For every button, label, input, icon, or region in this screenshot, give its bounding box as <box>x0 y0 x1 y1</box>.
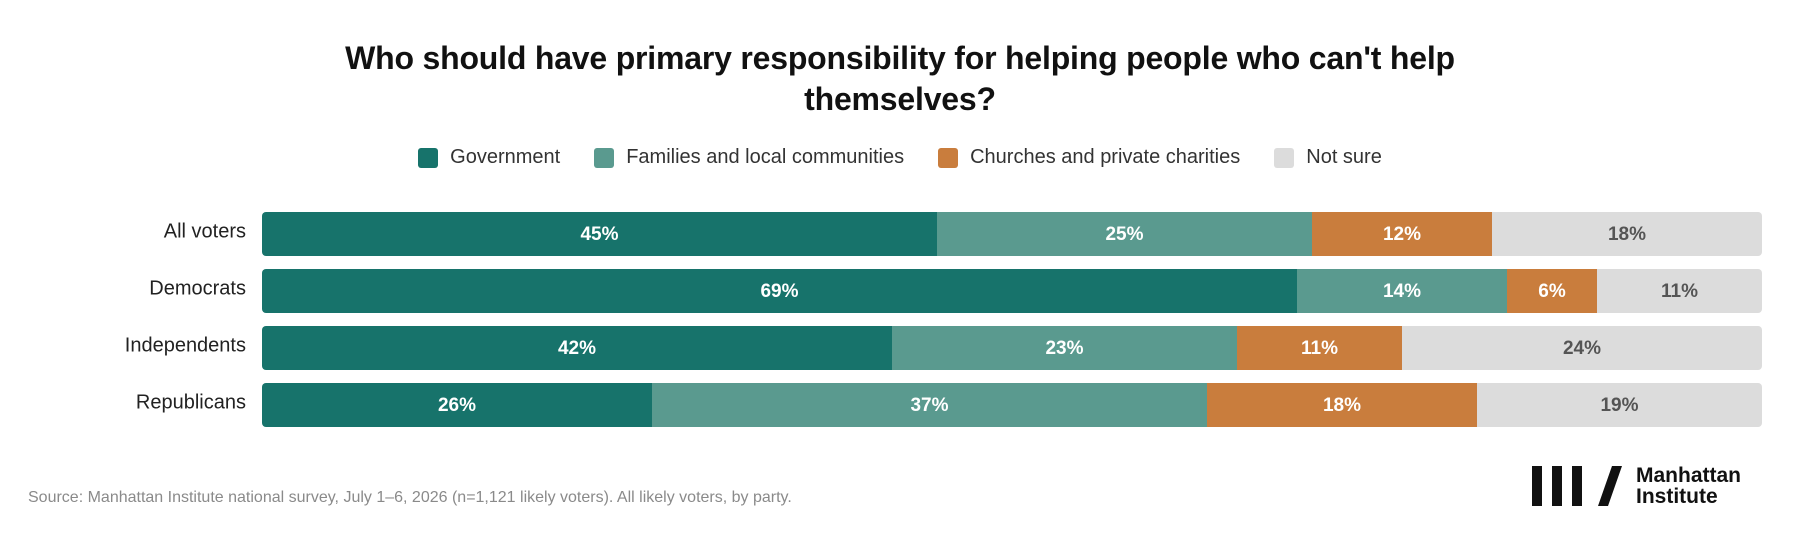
data-label: 19% <box>1600 395 1638 416</box>
bar-segment <box>1597 269 1762 313</box>
bar-segment <box>262 326 892 370</box>
data-label: 11% <box>1301 338 1338 359</box>
data-label: 37% <box>910 395 948 416</box>
category-label: All voters <box>164 220 246 242</box>
bar-segment <box>262 383 652 427</box>
legend-swatch-government <box>418 147 439 168</box>
chart-title: Who should have primary responsibility f… <box>0 38 1800 120</box>
bar-segment <box>1492 212 1762 256</box>
data-label: 24% <box>1563 338 1601 359</box>
logo-bars-icon <box>1532 466 1622 506</box>
logo-wordmark: Manhattan Institute <box>1636 465 1741 507</box>
bar-segment <box>652 383 1207 427</box>
data-label: 69% <box>760 281 798 302</box>
bar-segment <box>1312 212 1492 256</box>
bar-row <box>262 326 1762 370</box>
data-label: 11% <box>1661 281 1698 302</box>
legend-label-churches: Churches and private charities <box>970 146 1241 168</box>
bar-segment <box>1477 383 1762 427</box>
data-label: 23% <box>1045 338 1083 359</box>
bar-segment <box>262 269 1297 313</box>
chart-legend: Government Families and local communitie… <box>0 146 1800 169</box>
legend-swatch-not-sure <box>1274 147 1295 168</box>
data-label: 18% <box>1323 395 1361 416</box>
bar-row <box>262 383 1762 427</box>
legend-item-churches: Churches and private charities <box>938 146 1240 169</box>
category-label: Democrats <box>149 277 246 299</box>
data-label: 45% <box>580 224 618 245</box>
logo-line-1: Manhattan <box>1636 464 1741 487</box>
bar-segment <box>1402 326 1762 370</box>
bar-segment <box>892 326 1237 370</box>
legend-swatch-churches <box>938 147 959 168</box>
legend-item-families: Families and local communities <box>594 146 904 169</box>
bar-segment <box>1237 326 1402 370</box>
chart-title-line-1: Who should have primary responsibility f… <box>345 40 1455 76</box>
logo-line-2: Institute <box>1636 485 1718 508</box>
legend-item-government: Government <box>418 146 560 169</box>
data-label: 25% <box>1105 224 1143 245</box>
legend-label-not-sure: Not sure <box>1306 146 1382 168</box>
bar-segment <box>1507 269 1597 313</box>
legend-label-government: Government <box>450 146 561 168</box>
data-label: 42% <box>558 338 596 359</box>
data-label: 18% <box>1608 224 1646 245</box>
bar-segment <box>1207 383 1477 427</box>
source-note: Source: Manhattan Institute national sur… <box>28 489 792 506</box>
category-label: Independents <box>125 334 246 356</box>
chart-title-line-2: themselves? <box>804 81 996 117</box>
data-label: 6% <box>1538 281 1566 302</box>
data-label: 12% <box>1383 224 1421 245</box>
bar-row <box>262 269 1762 313</box>
manhattan-institute-logo: Manhattan Institute <box>1530 464 1741 508</box>
bar-segment <box>1297 269 1507 313</box>
legend-label-families: Families and local communities <box>626 146 905 168</box>
legend-swatch-families <box>594 147 615 168</box>
category-label: Republicans <box>136 391 246 413</box>
data-label: 26% <box>438 395 476 416</box>
bar-segment <box>262 212 937 256</box>
data-label: 14% <box>1383 281 1421 302</box>
bar-segment <box>937 212 1312 256</box>
bar-row <box>262 212 1762 256</box>
legend-item-not-sure: Not sure <box>1274 146 1382 169</box>
